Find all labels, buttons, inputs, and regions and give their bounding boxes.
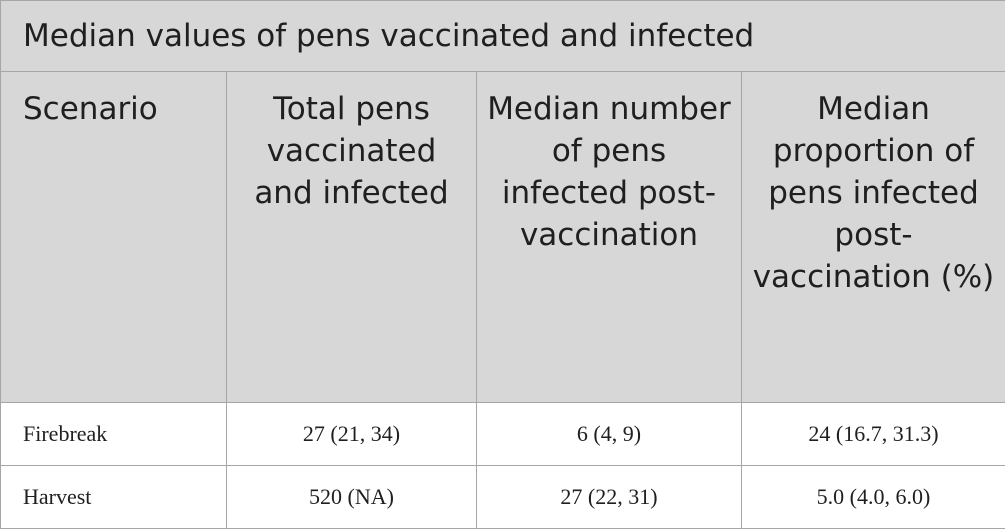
column-header: Scenario (0, 71, 227, 403)
table-row: Harvest 520 (NA) 27 (22, 31) 5.0 (4.0, 6.0) (0, 465, 1005, 529)
table-title: Median values of pens vaccinated and inf… (0, 0, 1005, 72)
table-cell: 27 (21, 34) (226, 402, 477, 466)
column-header: Median proportion of pens infected post-… (741, 71, 1005, 403)
table-row: Firebreak 27 (21, 34) 6 (4, 9) 24 (16.7, 31… (0, 402, 1005, 466)
table-cell: 24 (16.7, 31.3) (741, 402, 1005, 466)
table-cell: 5.0 (4.0, 6.0) (741, 465, 1005, 529)
table-cell: 520 (NA) (226, 465, 477, 529)
table-cell: 27 (22, 31) (476, 465, 742, 529)
table-cell: Firebreak (0, 402, 227, 466)
table-cell: 6 (4, 9) (476, 402, 742, 466)
column-header: Median number of pens infected post-vacc… (476, 71, 742, 403)
table-body: Firebreak 27 (21, 34) 6 (4, 9) 24 (16.7, 31… (0, 402, 1005, 529)
header-row: Scenario Total pens vaccinated and infect… (0, 71, 1005, 403)
table-cell: Harvest (0, 465, 227, 529)
title-row: Median values of pens vaccinated and inf… (0, 0, 1005, 72)
column-header: Total pens vaccinated and infected (226, 71, 477, 403)
